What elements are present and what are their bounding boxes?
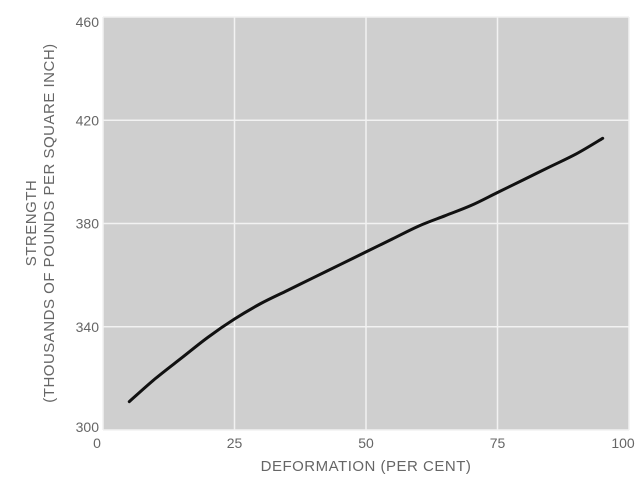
y-tick-label-1: 340 xyxy=(76,319,100,335)
x-tick-label-4: 100 xyxy=(611,435,635,451)
x-tick-label-0: 0 xyxy=(93,435,101,451)
y-axis-label-line2: (THOUSANDS OF POUNDS PER SQUARE INCH) xyxy=(41,43,58,402)
series-line-0 xyxy=(127,136,605,404)
y-tick-label-4: 460 xyxy=(76,14,100,30)
y-tick-label-3: 420 xyxy=(76,112,100,128)
x-tick-label-3: 75 xyxy=(490,435,506,451)
y-tick-labels: 300 340 380 420 460 xyxy=(76,14,100,435)
y-axis-label: STRENGTH (THOUSANDS OF POUNDS PER SQUARE… xyxy=(23,43,58,402)
y-tick-label-0: 300 xyxy=(76,419,100,435)
x-axis-label: DEFORMATION (PER CENT) xyxy=(261,458,472,475)
x-tick-label-2: 50 xyxy=(358,435,374,451)
x-tick-labels: 0 25 50 75 100 xyxy=(93,435,635,451)
grid-lines xyxy=(102,16,630,431)
y-tick-label-2: 380 xyxy=(76,216,100,232)
series-layer xyxy=(127,136,605,404)
y-axis-label-line1: STRENGTH xyxy=(23,180,40,267)
x-tick-label-1: 25 xyxy=(227,435,243,451)
